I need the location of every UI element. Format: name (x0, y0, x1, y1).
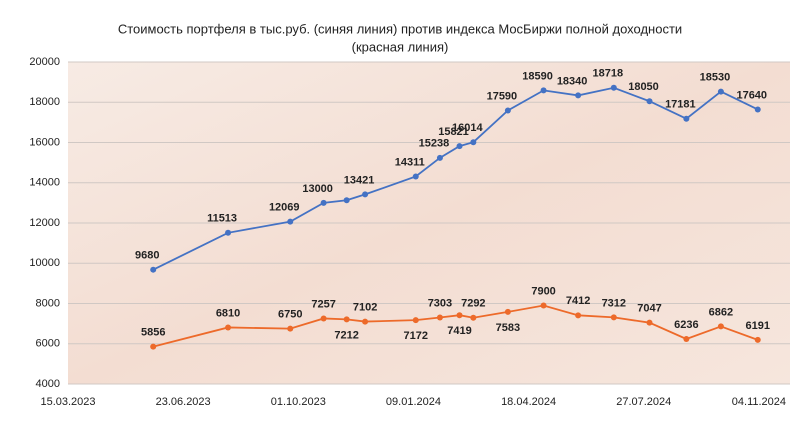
point (150, 343, 157, 350)
data-label: 7583 (496, 322, 520, 334)
data-label: 5856 (141, 327, 165, 339)
data-label: 16014 (452, 122, 483, 134)
data-label: 17590 (487, 90, 518, 102)
data-label: 9680 (135, 250, 159, 262)
data-label: 17640 (736, 89, 767, 101)
x-tick-label: 09.01.2024 (386, 396, 441, 408)
data-label: 11513 (207, 213, 237, 225)
data-label: 18590 (522, 70, 553, 82)
data-label: 7303 (428, 297, 452, 309)
y-tick-label: 20000 (29, 56, 60, 68)
data-label: 7212 (334, 329, 358, 341)
y-tick-label: 18000 (29, 96, 60, 108)
point (225, 324, 232, 331)
point (320, 315, 327, 322)
point (470, 139, 477, 146)
point (610, 84, 617, 91)
point (754, 336, 761, 343)
x-tick-label: 23.06.2023 (156, 396, 211, 408)
point (540, 87, 547, 94)
point (504, 308, 511, 315)
point (540, 302, 547, 309)
point (575, 92, 582, 99)
y-tick-label: 8000 (36, 297, 60, 309)
data-label: 7102 (353, 301, 377, 313)
x-tick-label: 04.11.2024 (732, 396, 786, 408)
x-tick-label: 27.07.2024 (616, 396, 671, 408)
point (754, 106, 761, 113)
point (683, 336, 690, 343)
point (436, 314, 443, 321)
data-label: 18050 (628, 81, 659, 93)
point (287, 218, 294, 225)
data-label: 7419 (447, 325, 471, 337)
data-label: 17181 (665, 99, 696, 111)
data-label: 6236 (674, 319, 698, 331)
data-label: 6862 (709, 306, 733, 318)
data-label: 14311 (395, 156, 425, 168)
data-label: 7257 (311, 298, 335, 310)
point (436, 154, 443, 161)
data-label: 6191 (746, 320, 770, 332)
data-label: 15238 (419, 138, 450, 150)
series-line (152, 86, 759, 271)
point (225, 229, 232, 236)
y-tick-label: 6000 (36, 338, 60, 350)
y-tick-label: 10000 (29, 257, 60, 269)
y-tick-label: 4000 (36, 378, 60, 390)
data-label: 15821 (438, 126, 469, 138)
point (717, 88, 724, 95)
x-tick-label: 18.04.2024 (501, 396, 556, 408)
series-line (152, 304, 759, 348)
y-tick-label: 12000 (29, 217, 60, 229)
point (287, 325, 294, 332)
point (456, 143, 463, 150)
y-tick-label: 16000 (29, 136, 60, 148)
data-label: 6810 (216, 307, 240, 319)
chart-title: Стоимость портфеля в тыс.руб. (синяя лин… (118, 21, 682, 36)
point (412, 317, 419, 324)
data-label: 18530 (700, 71, 731, 83)
point (362, 191, 369, 198)
point (646, 319, 653, 326)
point (717, 323, 724, 330)
point (504, 107, 511, 114)
point (362, 318, 369, 325)
point (343, 316, 350, 323)
point (470, 314, 477, 321)
point (150, 266, 157, 273)
point (683, 115, 690, 122)
chart-subtitle: (красная линия) (352, 39, 449, 54)
data-label: 13421 (344, 174, 375, 186)
point (412, 173, 419, 180)
data-label: 18340 (557, 75, 588, 87)
data-label: 13000 (302, 183, 333, 195)
data-label: 7172 (404, 330, 428, 342)
data-label: 7312 (602, 297, 626, 309)
x-tick-label: 15.03.2023 (40, 396, 95, 408)
point (610, 314, 617, 321)
data-label: 6750 (278, 309, 302, 321)
point (575, 312, 582, 319)
point (646, 98, 653, 105)
data-label: 18718 (593, 68, 624, 80)
point (343, 197, 350, 204)
point (456, 312, 463, 319)
data-label: 12069 (269, 202, 300, 214)
point (320, 199, 327, 206)
data-label: 7047 (637, 303, 661, 315)
y-tick-label: 14000 (29, 177, 60, 189)
x-tick-label: 01.10.2023 (271, 396, 326, 408)
data-label: 7412 (566, 295, 590, 307)
data-label: 7900 (531, 285, 555, 297)
data-label: 7292 (461, 298, 485, 310)
